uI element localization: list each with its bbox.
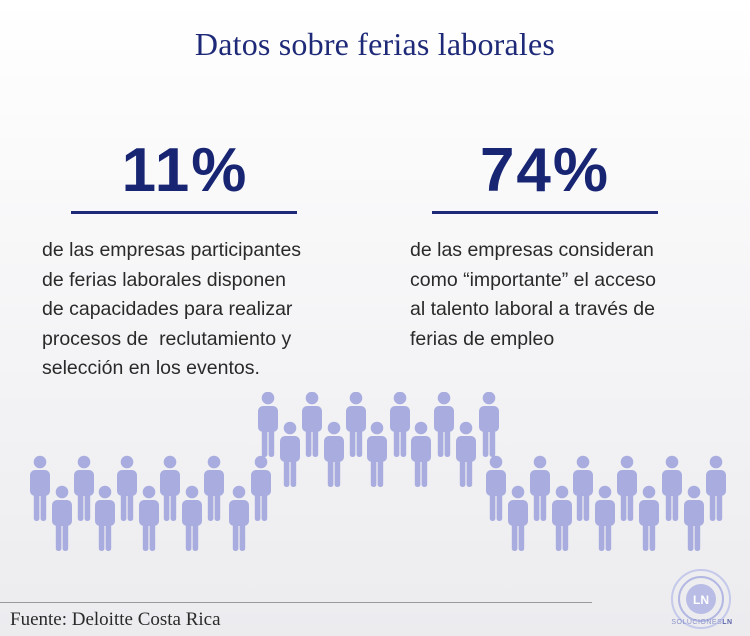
stat-description-right: de las empresas consideran como “importa… (410, 239, 657, 350)
person-icon (160, 455, 180, 521)
person-icon (95, 485, 115, 551)
person-icon (204, 455, 224, 521)
person-icon (302, 392, 322, 457)
person-icon (552, 485, 572, 551)
person-icon (346, 392, 366, 457)
person-icon (434, 392, 454, 457)
person-icon (229, 485, 249, 551)
logo-caption: SOLUCIONESLN (671, 619, 733, 626)
person-icon (182, 485, 202, 551)
stat-value-left: 11% (121, 136, 249, 205)
ln-logo-icon: LN (671, 569, 731, 629)
person-icon (456, 421, 476, 487)
person-icon (706, 455, 726, 521)
stat-divider-right (432, 211, 658, 214)
person-icon (280, 421, 300, 487)
person-icon (390, 392, 410, 457)
person-icon (486, 455, 506, 521)
person-icon (367, 421, 387, 487)
person-icon (251, 455, 271, 521)
person-icon (117, 455, 137, 521)
person-icon (324, 421, 344, 487)
person-icon (530, 455, 550, 521)
person-icon (662, 455, 682, 521)
source-note: Fuente: Deloitte Costa Rica (10, 609, 221, 630)
footer-divider (0, 602, 592, 603)
person-icon (411, 421, 431, 487)
person-icon (684, 485, 704, 551)
stat-value-right: 74% (479, 136, 611, 205)
person-icon (74, 455, 94, 521)
person-icon (508, 485, 528, 551)
person-icon (30, 455, 50, 521)
crowd-illustration (30, 392, 726, 551)
logo-monogram: LN (693, 593, 709, 607)
person-icon (52, 485, 72, 551)
person-icon (595, 485, 615, 551)
person-icon (617, 455, 637, 521)
page-title: Datos sobre ferias laborales (194, 26, 556, 62)
stat-description-left: de las empresas participantes de ferias … (42, 239, 302, 379)
person-icon (573, 455, 593, 521)
person-icon (479, 392, 499, 457)
person-icon (639, 485, 659, 551)
stat-divider-left (71, 211, 297, 214)
person-icon (139, 485, 159, 551)
person-icon (258, 392, 278, 457)
